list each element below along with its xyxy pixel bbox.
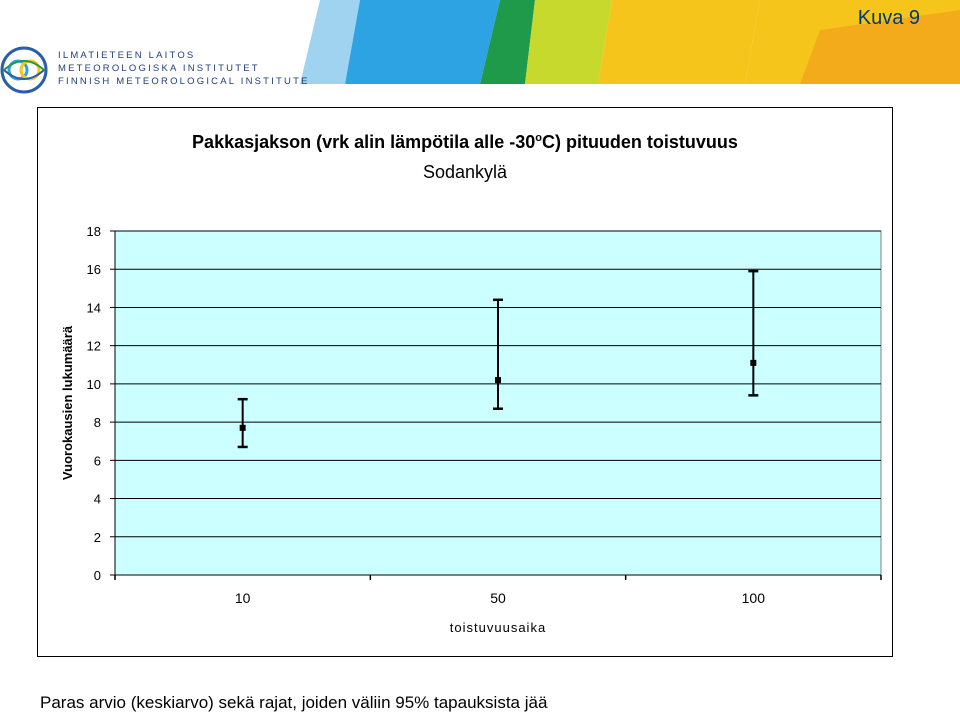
- y-tick-label: 6: [94, 453, 101, 468]
- logo-line-1: ILMATIETEEN LAITOS: [58, 50, 196, 61]
- chart-plot: 0 2 4 6 8 10 12 14 16 18 10 50 100 toistuvuusaika Vuor…: [60, 224, 882, 635]
- banner-stripe: [300, 0, 360, 84]
- y-tick-label: 18: [87, 224, 101, 239]
- banner-stripe: [598, 0, 760, 84]
- chart-title-end: C) pituuden toistuvuus: [541, 132, 738, 152]
- slide-number: Kuva 9: [857, 7, 920, 29]
- slide-caption: Paras arvio (keskiarvo) sekä rajat, joid…: [40, 693, 548, 712]
- institute-logo: ILMATIETEEN LAITOS METEOROLOGISKA INSTIT…: [0, 44, 307, 96]
- banner-stripe: [345, 0, 500, 84]
- y-tick-label: 10: [87, 377, 101, 392]
- chart-subtitle: Sodankylä: [422, 162, 508, 182]
- x-tick-label: 50: [490, 590, 506, 606]
- y-tick-label: 16: [87, 262, 101, 277]
- banner-stripe: [800, 10, 960, 84]
- logo-line-3: FINNISH METEOROLOGICAL INSTITUTE: [58, 76, 310, 87]
- y-tick-label: 12: [87, 339, 101, 354]
- data-point: [495, 377, 501, 384]
- chart-title-main: Pakkasjakson (vrk alin lämpötila alle -3…: [192, 132, 536, 152]
- y-tick-label: 8: [94, 415, 101, 430]
- y-tick-label: 2: [94, 530, 101, 545]
- logo-emblem-icon: [0, 46, 48, 94]
- y-tick-label: 14: [87, 300, 101, 315]
- chart-title-superscript: o: [535, 132, 542, 144]
- y-tick-label: 4: [94, 492, 101, 507]
- chart-frame: Pakkasjakson (vrk alin lämpötila alle -3…: [37, 107, 893, 657]
- y-axis-title: Vuorokausien lukumäärä: [60, 325, 75, 480]
- banner-stripe: [480, 0, 535, 84]
- y-tick-label: 0: [94, 568, 101, 583]
- x-axis-title: toistuvuusaika: [450, 620, 546, 635]
- header-banner: [0, 0, 960, 84]
- data-point: [750, 359, 757, 366]
- logo-line-2: METEOROLOGISKA INSTITUTET: [58, 63, 260, 74]
- data-point: [239, 424, 246, 431]
- x-tick-label: 100: [742, 590, 766, 606]
- banner-stripe: [525, 0, 612, 84]
- x-tick-label: 10: [235, 590, 251, 606]
- chart-title: Pakkasjakson (vrk alin lämpötila alle -3…: [38, 132, 892, 153]
